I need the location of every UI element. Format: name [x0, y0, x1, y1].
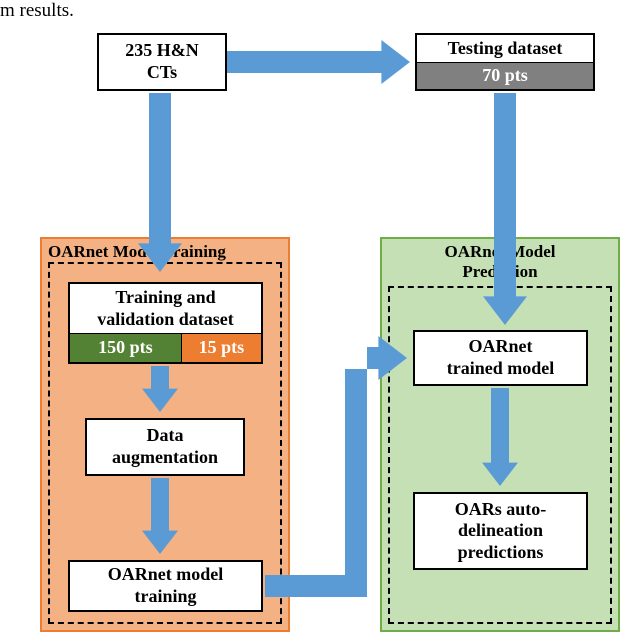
node-source-line1: 235 H&N — [125, 40, 199, 62]
trainval-pts-val: 15 pts — [182, 334, 261, 362]
node-source-cts: 235 H&N CTs — [97, 33, 227, 91]
clipped-text: m results. — [0, 0, 640, 22]
trainval-pts-train: 150 pts — [70, 334, 182, 362]
panel-prediction-title: OARnet Model Prediction — [382, 239, 618, 282]
node-trained-model: OARnet trained model — [413, 330, 588, 386]
augment-line1: Data — [147, 425, 184, 447]
training-line1: OARnet model — [108, 564, 224, 586]
node-model-training: OARnet model training — [68, 560, 263, 612]
trained-line2: trained model — [447, 358, 555, 380]
trainval-line2: validation dataset — [97, 309, 234, 331]
augment-line2: augmentation — [112, 447, 218, 469]
node-train-val-dataset: Training and validation dataset 150 pts … — [68, 282, 263, 364]
testing-pts-strip: 70 pts — [417, 62, 593, 89]
node-source-line2: CTs — [147, 62, 177, 84]
predict-line2: delineation — [458, 520, 543, 542]
training-line2: training — [134, 586, 196, 608]
trained-line1: OARnet — [469, 336, 533, 358]
predict-line1: OARs auto- — [455, 499, 547, 521]
predict-line3: predictions — [458, 542, 544, 564]
node-testing-dataset: Testing dataset 70 pts — [415, 33, 595, 91]
node-predictions: OARs auto- delineation predictions — [413, 492, 588, 570]
trainval-line1: Training and — [115, 287, 215, 309]
testing-title: Testing dataset — [417, 35, 593, 62]
node-data-augmentation: Data augmentation — [85, 418, 245, 476]
panel-training-title: OARnet Model Training — [42, 239, 288, 262]
